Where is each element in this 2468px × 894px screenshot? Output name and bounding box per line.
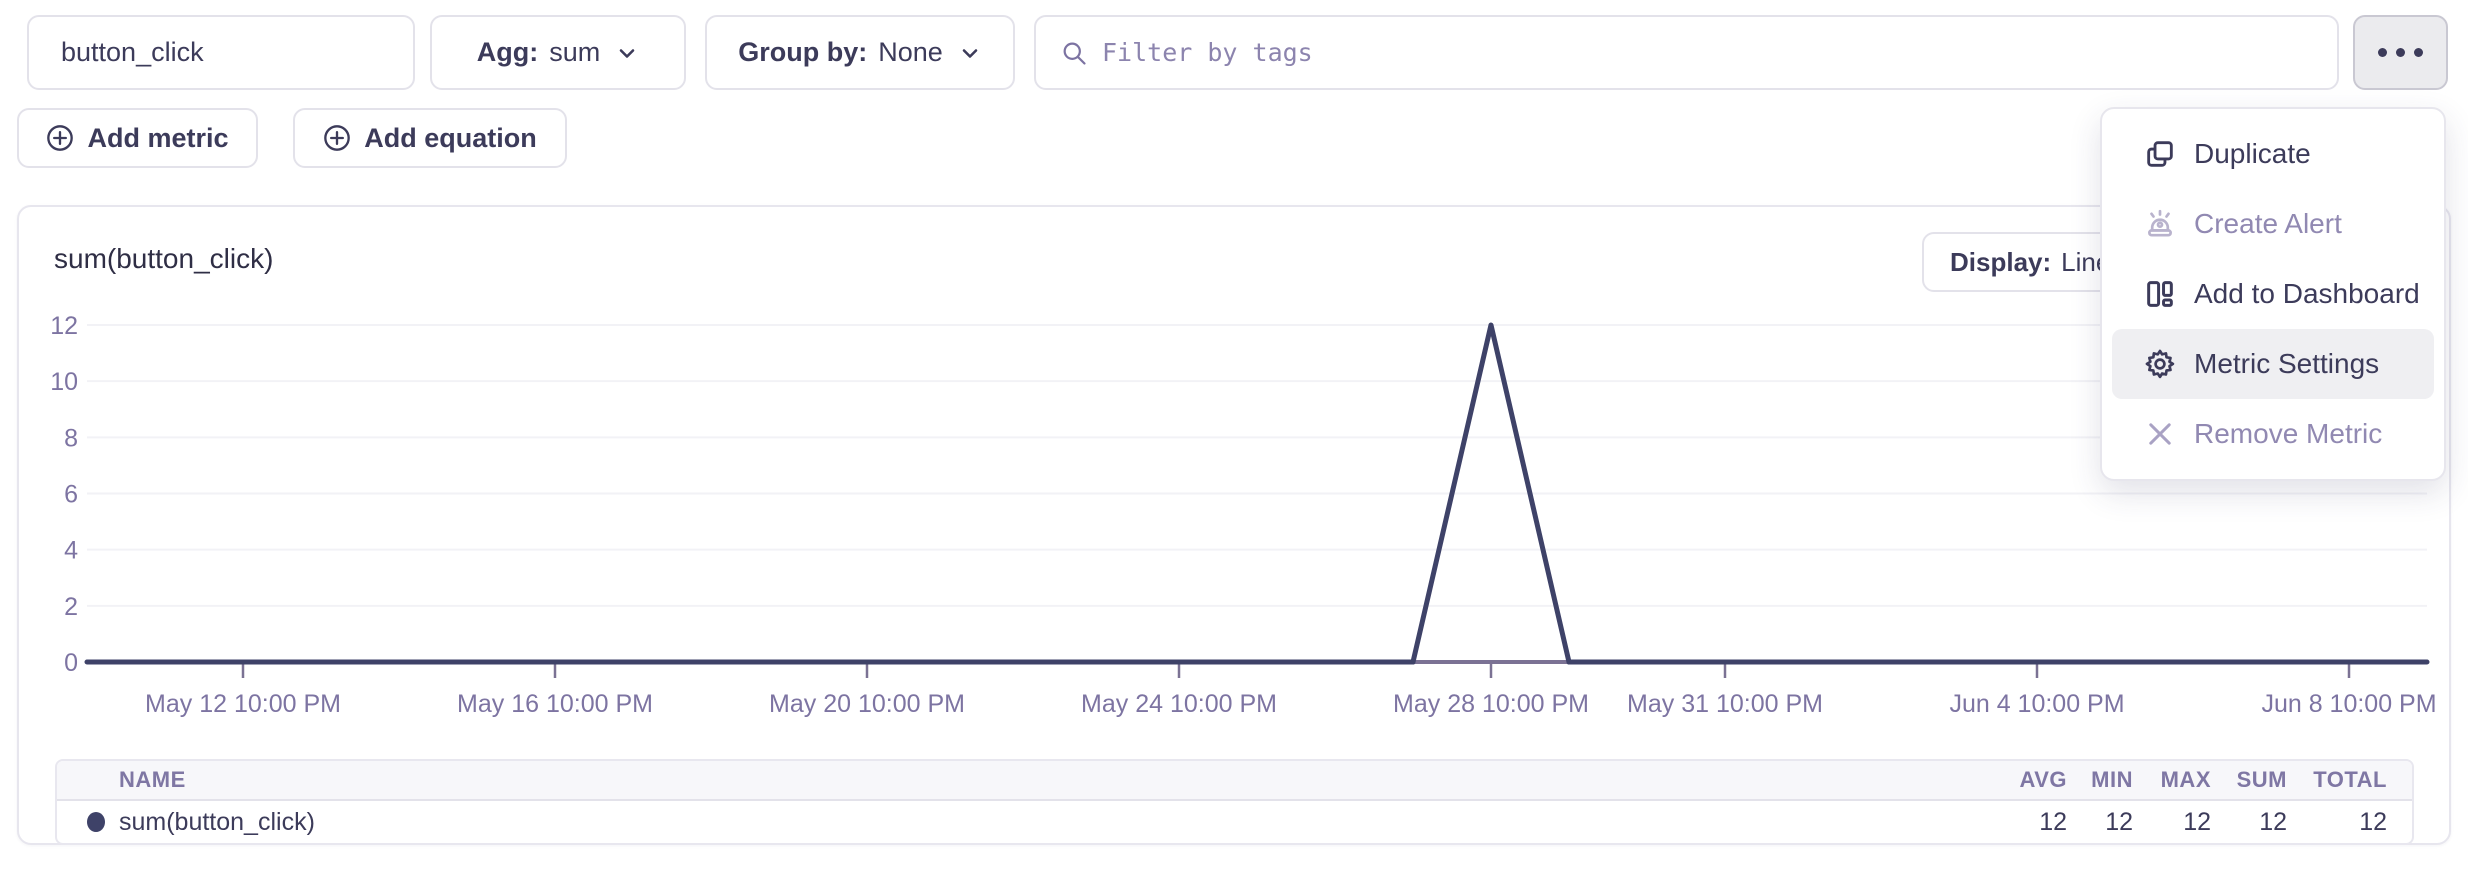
y-axis-label: 4 xyxy=(64,537,78,565)
menu-item-create-alert: Create Alert xyxy=(2112,189,2434,259)
group-by-label: Group by: xyxy=(738,37,868,67)
y-axis-label: 12 xyxy=(50,312,78,340)
tag-filter-field[interactable] xyxy=(1034,15,2339,90)
tag-filter-input[interactable] xyxy=(1102,38,2313,67)
x-axis-label: Jun 4 10:00 PM xyxy=(1949,690,2124,718)
y-axis-label: 0 xyxy=(64,649,78,677)
y-axis-label: 2 xyxy=(64,593,78,621)
column-header-total: TOTAL xyxy=(2313,767,2387,792)
ellipsis-icon xyxy=(2378,48,2423,57)
column-header-avg: AVG xyxy=(2019,767,2067,792)
x-axis-label: May 12 10:00 PM xyxy=(145,690,341,718)
stat-max: 12 xyxy=(2183,807,2211,836)
menu-item-label: Create Alert xyxy=(2194,208,2342,239)
stat-min: 12 xyxy=(2105,807,2133,836)
remove-icon xyxy=(2142,416,2178,452)
plus-circle-icon xyxy=(47,125,74,151)
chevron-down-icon xyxy=(619,48,635,58)
duplicate-icon xyxy=(2142,136,2178,172)
agg-label: Agg: xyxy=(476,37,539,67)
stat-avg: 12 xyxy=(2039,807,2067,836)
group-by-value: None xyxy=(878,37,943,67)
x-axis-label: May 16 10:00 PM xyxy=(457,690,653,718)
menu-item-label: Metric Settings xyxy=(2194,348,2380,379)
agg-value: sum xyxy=(549,37,601,67)
add-metric-label: Add metric xyxy=(87,122,229,153)
group-by-dropdown[interactable]: Group by: None xyxy=(705,15,1015,90)
x-axis-label: May 31 10:00 PM xyxy=(1627,690,1823,718)
column-header-name: NAME xyxy=(119,767,186,792)
chart-title: sum(button_click) xyxy=(54,243,274,274)
chevron-down-icon xyxy=(962,48,978,58)
stat-sum: 12 xyxy=(2259,807,2287,836)
summary-table-row[interactable]: sum(button_click) 12 12 12 12 12 xyxy=(57,801,2412,843)
line-chart[interactable]: 0 2 4 6 8 10 12 May 12 10:00 PM May 16 10:00 PM M… xyxy=(19,207,2453,759)
y-axis-label: 10 xyxy=(50,368,78,396)
add-equation-button[interactable]: Add equation xyxy=(293,108,567,168)
dashboard-icon xyxy=(2142,276,2178,312)
x-axis-label: May 20 10:00 PM xyxy=(769,690,965,718)
series-line xyxy=(84,322,2430,665)
y-axis-label: 6 xyxy=(64,481,78,509)
series-color-dot xyxy=(87,812,105,832)
menu-item-label: Add to Dashboard xyxy=(2194,278,2420,309)
stat-total: 12 xyxy=(2359,807,2387,836)
context-menu: Duplicate Create Alert Add to Dashboard Met… xyxy=(2100,107,2446,481)
menu-item-add-to-dashboard[interactable]: Add to Dashboard xyxy=(2112,259,2434,329)
y-axis-label: 8 xyxy=(64,424,78,452)
menu-item-duplicate[interactable]: Duplicate xyxy=(2112,119,2434,189)
chart-panel: sum(button_click) Display: Line 0 2 4 6 8 10 1… xyxy=(17,205,2451,845)
plus-circle-icon xyxy=(324,125,351,151)
x-axis-label: May 24 10:00 PM xyxy=(1081,690,1277,718)
display-label: Display: xyxy=(1950,246,2052,277)
more-options-button[interactable] xyxy=(2353,15,2448,90)
menu-item-label: Duplicate xyxy=(2194,138,2311,169)
aggregation-dropdown[interactable]: Agg: sum xyxy=(430,15,686,90)
series-name: sum(button_click) xyxy=(119,807,315,836)
column-header-min: MIN xyxy=(2091,767,2133,792)
add-metric-button[interactable]: Add metric xyxy=(17,108,258,168)
menu-item-label: Remove Metric xyxy=(2194,418,2383,449)
add-equation-label: Add equation xyxy=(364,122,537,153)
column-header-max: MAX xyxy=(2160,767,2211,792)
gear-icon xyxy=(2142,346,2178,382)
summary-table-header: NAME AVG MIN MAX SUM TOTAL xyxy=(57,761,2412,801)
summary-table: NAME AVG MIN MAX SUM TOTAL sum(button_click) 1… xyxy=(55,759,2414,845)
search-icon xyxy=(1063,42,1086,65)
menu-item-remove-metric: Remove Metric xyxy=(2112,399,2434,469)
metric-name-field[interactable] xyxy=(27,15,415,90)
menu-item-metric-settings[interactable]: Metric Settings xyxy=(2112,329,2434,399)
x-axis-label: Jun 8 10:00 PM xyxy=(2261,690,2436,718)
x-axis-label: May 28 10:00 PM xyxy=(1393,690,1589,718)
alert-icon xyxy=(2142,206,2178,242)
column-header-sum: SUM xyxy=(2236,767,2287,792)
metric-name-input[interactable] xyxy=(29,37,413,68)
